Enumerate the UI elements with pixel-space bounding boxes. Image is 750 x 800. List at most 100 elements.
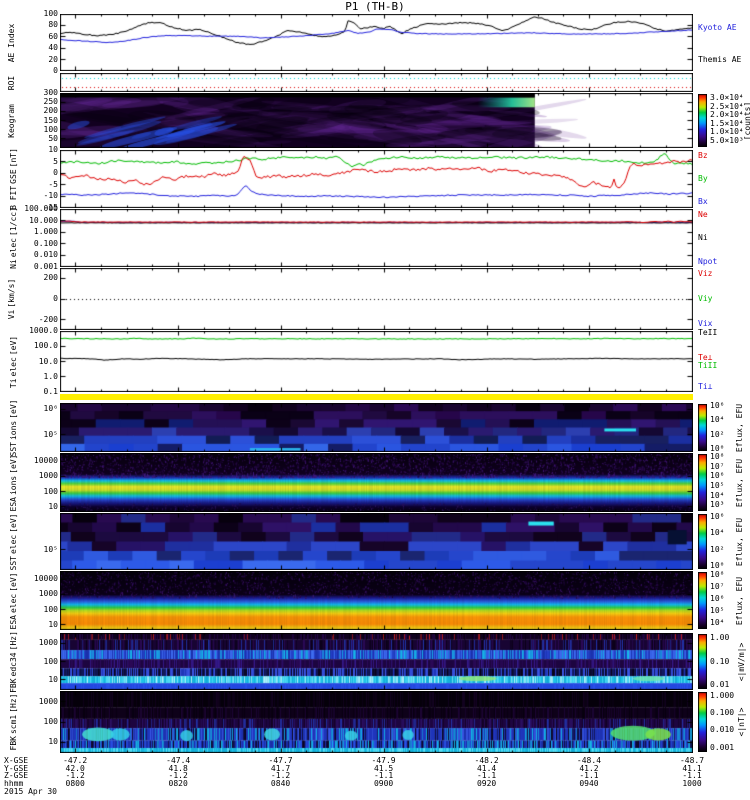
panel-canvas-roi [60,73,693,92]
ylabel-line: Ni [9,259,18,269]
colorbar-sst_elec [698,514,707,569]
legend-Themis AE: Themis AE [698,54,742,64]
cbside-esa_ions: Eflux, EFU [735,458,744,507]
ylabel-line: elec [9,593,18,613]
cbtick-esa_ions: 10⁷ [710,461,725,471]
ylabel-fbk_e: FBKedc34[Hz] [9,630,18,694]
cbtick-sst_elec: 10⁴ [710,528,725,538]
ytick-bfit: -5 [48,179,58,189]
footer-value: 41.7 [270,763,291,773]
panel-canvas-flag [60,394,693,400]
colorbar-keogram [698,94,707,147]
plot-title: P1 (TH-B) [345,0,405,13]
footer-value: -1.2 [65,771,85,781]
ytick-density: 0.100 [33,238,58,248]
ytick-bfit: -10 [43,191,58,201]
ylabel-line: elec [9,534,18,554]
ylabel-sst_elec: SSTelec[eV] [9,512,18,571]
footer-value: 0920 [476,778,497,788]
ylabel-line: elec [9,356,18,376]
ytick-density: 100.000 [24,204,58,213]
ytick-ae: 60 [48,31,58,41]
ytick-density: 0.001 [33,262,58,271]
cbtick-fbk_e: 0.10 [710,656,730,666]
footer-value: -1.1 [579,771,599,781]
ylabel-line: scm1 [9,714,18,735]
cbtick-keogram: 1.0×10⁴ [710,127,744,137]
ytick-sst_ions: 10⁵ [43,429,58,439]
footer-value: 0840 [270,778,291,788]
footer-value: -47.4 [166,756,191,765]
ytick-fbk_b: 100 [43,717,58,726]
footer-value: -47.7 [268,756,293,765]
colorbar-esa_ions [698,454,707,511]
footer-row-label-hhmm: hhmm [4,778,24,788]
panel-canvas-sst_ions [60,403,693,452]
footer-row-label-Z-GSE: Z-GSE [4,771,29,781]
ylabel-line: ions [9,475,18,495]
ytick-fbk_b: 1000 [38,696,58,706]
cbtick-esa_elec: 10⁶ [710,594,725,604]
cbtick-sst_ions: 10⁰ [710,443,725,453]
panel-canvas-ae [60,14,693,71]
ytick-temp: 10.0 [38,356,58,366]
footer-value: -1.2 [168,771,188,781]
cbtick-sst_ions: 10⁶ [710,401,725,411]
colorbar-fbk_b [698,692,707,752]
ytick-esa_ions: 100 [43,486,58,496]
footer-value: 41.2 [579,763,599,773]
ylabel-line: ESA [9,614,18,629]
ylabel-line: Ti [9,377,18,388]
ylabel-line: SST [9,555,18,570]
ylabel-line: [Hz] [9,693,18,713]
ytick-keogram: 200 [43,106,58,116]
ylabel-temp: Tielec[eV] [9,334,18,388]
ylabel-fbk_b: FBKscm1[Hz] [9,693,18,752]
ylabel-line: FBK [9,677,18,693]
ytick-esa_elec: 10000 [33,573,58,583]
panel-canvas-velocity [60,268,693,330]
footer-value: -47.2 [63,756,88,765]
cbtick-fbk_e: 1.00 [710,633,730,643]
ytick-density: 10.000 [29,215,58,225]
ytick-bfit: -15 [43,203,58,212]
footer-value: 41.8 [168,763,188,773]
cbtick-fbk_e: 0.01 [710,679,730,689]
panel-canvas-fbk_e [60,633,693,690]
ytick-sst_ions: 10⁶ [43,403,58,413]
footer-value: 41.5 [373,763,394,773]
ylabel-line: [km/s] [7,278,16,308]
ytick-esa_ions: 1000 [38,471,58,480]
ylabel-esa_ions: ESAions[eV] [9,453,18,512]
footer-value: -1.2 [270,771,291,781]
ytick-ae: 40 [48,43,58,53]
ylabel-line: ions [9,420,18,440]
ylabel-keogram: Keogram [7,103,16,139]
ylabel-line: Keogram [7,103,16,138]
ytick-keogram: 250 [43,97,58,107]
ytick-velocity: 0 [53,294,58,303]
ytick-ae: 80 [48,20,58,30]
cbtick-esa_elec: 10⁵ [710,606,725,616]
legend-Ne: Ne [698,209,708,219]
ylabel-line: [eV] [9,454,18,474]
ytick-density: 0.010 [33,250,58,260]
cbside-sst_ions: Eflux, EFU [735,403,744,452]
footer-value: -1.1 [682,771,702,781]
cbtick-sst_elec: 10⁰ [710,561,725,571]
ylabel-line: GSE [9,169,18,184]
legend-Kyoto AE: Kyoto AE [698,23,737,33]
cbtick-fbk_b: 0.100 [710,708,735,717]
ytick-esa_elec: 1000 [38,589,58,598]
cbtick-sst_elec: 10⁶ [710,511,725,521]
ytick-keogram: 50 [48,133,58,143]
footer-value: 41.4 [476,763,497,773]
ylabel-velocity: Vi[km/s] [7,278,16,321]
footer-value: -47.9 [371,756,396,765]
ytick-keogram: 150 [43,115,58,125]
footer-value: 0820 [168,778,188,788]
colorbar-fbk_e [698,634,707,689]
legend-By: By [698,174,708,183]
ylabel-line: ROI [7,75,16,90]
